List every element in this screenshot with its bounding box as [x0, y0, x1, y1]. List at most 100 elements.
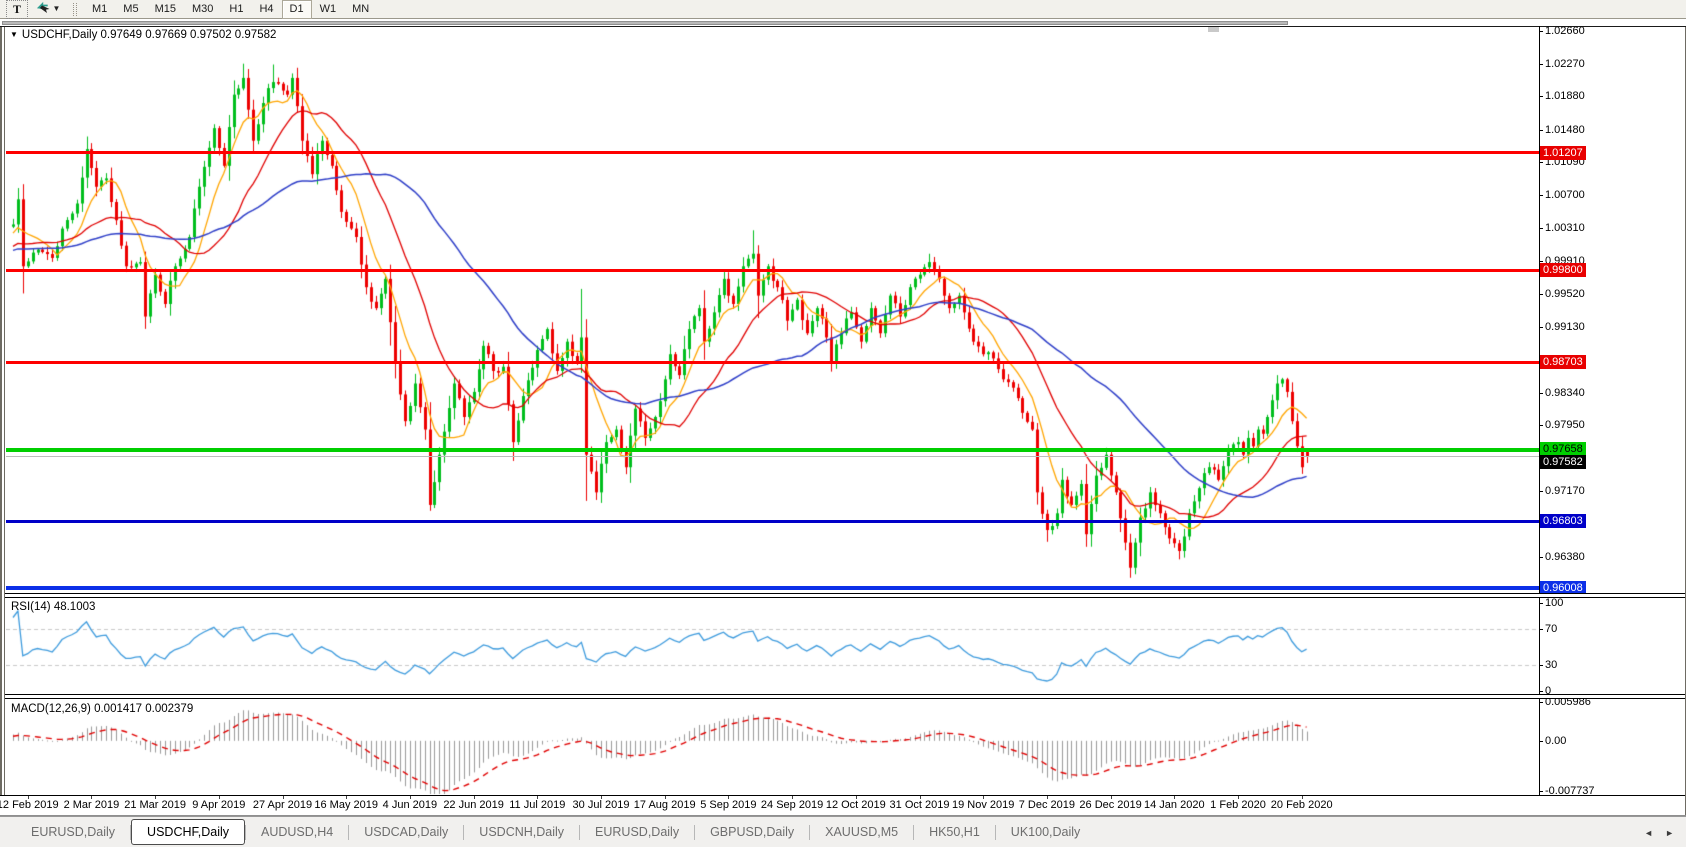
horizontal-line-0.96803[interactable]	[6, 519, 1539, 523]
macd-axis-label: 0.00	[1545, 734, 1567, 747]
time-axis-label: 16 May 2019	[314, 799, 378, 811]
timeframe-button-d1[interactable]: D1	[281, 0, 312, 19]
price-axis-tick	[1539, 195, 1543, 197]
timeframe-button-m30[interactable]: M30	[191, 3, 214, 15]
time-axis-tick	[1301, 796, 1303, 799]
price-axis-label: 0.97950	[1545, 419, 1585, 432]
rsi-axis-tick	[1539, 691, 1543, 692]
horizontal-line-0.96008[interactable]	[6, 585, 1539, 590]
price-axis-tick	[1539, 392, 1543, 394]
tab-usdcad-daily[interactable]: USDCAD,Daily	[364, 825, 449, 839]
time-axis-tick	[1238, 796, 1239, 799]
time-axis-tick	[919, 796, 921, 799]
price-axis-tick	[1539, 293, 1543, 295]
tab-usdcnh-daily[interactable]: USDCNH,Daily	[479, 825, 565, 839]
next-tab-arrow[interactable]: ►	[1665, 827, 1674, 838]
tab-divider	[463, 824, 465, 840]
scrollbar-thumb[interactable]	[2, 21, 1288, 25]
tab-divider	[913, 824, 915, 840]
price-chart-canvas[interactable]	[6, 27, 1539, 795]
horizontal-line-1.01207[interactable]	[6, 151, 1539, 155]
price-line-label-box: 0.97658	[1540, 441, 1586, 456]
chart-title: ▼ USDCHF,Daily 0.97649 0.97669 0.97502 0.…	[10, 29, 276, 41]
price-line-label-box: 0.96803	[1540, 514, 1586, 529]
rsi-axis-label: 0	[1545, 685, 1552, 697]
time-axis-label: 27 Apr 2019	[252, 799, 313, 811]
chart-tab-bar: EURUSD,Daily USDCHF,Daily AUDUSD,H4 USDCAD,…	[0, 816, 1686, 847]
time-axis-label: 31 Oct 2019	[889, 799, 950, 811]
top-toolbar: T ▼ M1 M5 M15 M30 H1 H4 D1 W1 MN	[0, 0, 1686, 19]
toolbar-grip[interactable]	[73, 2, 77, 16]
time-axis-tick	[601, 796, 602, 799]
price-axis-tick	[1539, 425, 1543, 427]
rsi-axis-tick	[1539, 664, 1543, 666]
main-rsi-pane-separator[interactable]	[0, 593, 1686, 598]
tab-xauusd-m5[interactable]: XAUUSD,M5	[825, 825, 899, 839]
price-line-label-box: 0.98703	[1540, 355, 1586, 370]
time-axis-label: 20 Feb 2020	[1270, 799, 1333, 811]
time-axis-tick	[537, 796, 539, 799]
time-axis-tick	[1046, 796, 1048, 799]
prev-tab-arrow[interactable]: ◄	[1644, 827, 1654, 838]
tab-audusd-h4[interactable]: AUDUSD,H4	[261, 825, 334, 839]
timeframe-button-w1[interactable]: W1	[319, 3, 337, 15]
timeframe-button-m1[interactable]: M1	[92, 3, 108, 15]
cursor-tool-icon	[36, 1, 51, 17]
time-axis-label: 1 Feb 2020	[1210, 799, 1266, 811]
horizontal-line-0.99800[interactable]	[6, 268, 1539, 272]
macd-axis-tick	[1539, 702, 1543, 703]
horizontal-line-0.97658[interactable]	[6, 447, 1539, 452]
time-axis-label: 30 Jul 2019	[572, 799, 630, 811]
time-axis-tick	[218, 796, 220, 799]
rsi-macd-pane-separator[interactable]	[0, 694, 1686, 699]
time-axis-tick	[91, 796, 93, 799]
time-axis-label: 5 Sep 2019	[700, 799, 757, 811]
tab-eurusd-daily[interactable]: EURUSD,Daily	[595, 825, 680, 839]
price-axis-tick	[1539, 227, 1543, 229]
time-axis-label: 21 Mar 2019	[124, 799, 186, 811]
timeframe-button-m5[interactable]: M5	[123, 3, 139, 15]
horizontal-line-0.98703[interactable]	[6, 360, 1539, 364]
rsi-axis-label: 100	[1545, 597, 1564, 609]
price-axis-label: 1.02270	[1545, 57, 1585, 70]
timeframe-button-m15[interactable]: M15	[154, 3, 176, 15]
timeframe-button-h1[interactable]: H1	[229, 3, 244, 15]
price-axis-tick	[1539, 261, 1543, 263]
time-axis-tick	[855, 796, 857, 799]
cursor-tool-button[interactable]: ▼	[30, 0, 66, 19]
time-axis-tick	[409, 796, 411, 799]
tab-gbpusd-daily[interactable]: GBPUSD,Daily	[710, 825, 795, 839]
timeframe-button-group: M1 M5 M15 M30 H1 H4 D1 W1 MN	[84, 0, 377, 19]
tab-hk50-h1[interactable]: HK50,H1	[929, 825, 980, 839]
chart-title-text: USDCHF,Daily 0.97649 0.97669 0.97502 0.9…	[21, 29, 277, 41]
price-axis-label: 1.01480	[1545, 123, 1585, 136]
price-axis-tick	[1539, 490, 1543, 492]
time-axis-label: 12 Oct 2019	[825, 799, 886, 811]
horizontal-line-0.97582[interactable]	[6, 455, 1539, 457]
text-tool-button[interactable]: T	[6, 0, 28, 19]
timeframe-button-h4[interactable]: H4	[259, 3, 274, 15]
price-axis-line	[1539, 26, 1540, 795]
time-axis-label: 7 Dec 2019	[1018, 799, 1076, 811]
time-axis-label: 24 Sep 2019	[760, 799, 824, 811]
price-axis-tick	[1539, 162, 1543, 164]
rsi-indicator-label: RSI(14) 48.1003	[11, 601, 96, 613]
tab-divider	[579, 824, 581, 840]
chart-horizontal-scrollbar[interactable]	[0, 20, 1686, 26]
price-axis-tick	[1539, 556, 1543, 558]
macd-indicator-label: MACD(12,26,9) 0.001417 0.002379	[11, 703, 194, 715]
time-axis-label: 19 Nov 2019	[951, 799, 1015, 811]
rsi-axis-label: 70	[1545, 623, 1558, 636]
tab-divider	[809, 824, 811, 840]
tab-uk100-daily[interactable]: UK100,Daily	[1010, 825, 1081, 839]
tab-usdchf-daily[interactable]: USDCHF,Daily	[131, 819, 245, 845]
dropdown-caret-icon: ▼	[52, 4, 61, 13]
time-axis-label: 12 Feb 2019	[0, 799, 59, 811]
time-axis-tick	[27, 796, 29, 799]
timeframe-button-mn[interactable]: MN	[352, 3, 370, 15]
collapse-arrow-icon[interactable]: ▼	[10, 30, 18, 39]
tab-eurusd-daily[interactable]: EURUSD,Daily	[31, 825, 116, 839]
price-axis-label: 1.00310	[1545, 221, 1585, 234]
rsi-axis-tick	[1539, 629, 1543, 631]
price-line-label-box: 1.01207	[1540, 145, 1586, 160]
